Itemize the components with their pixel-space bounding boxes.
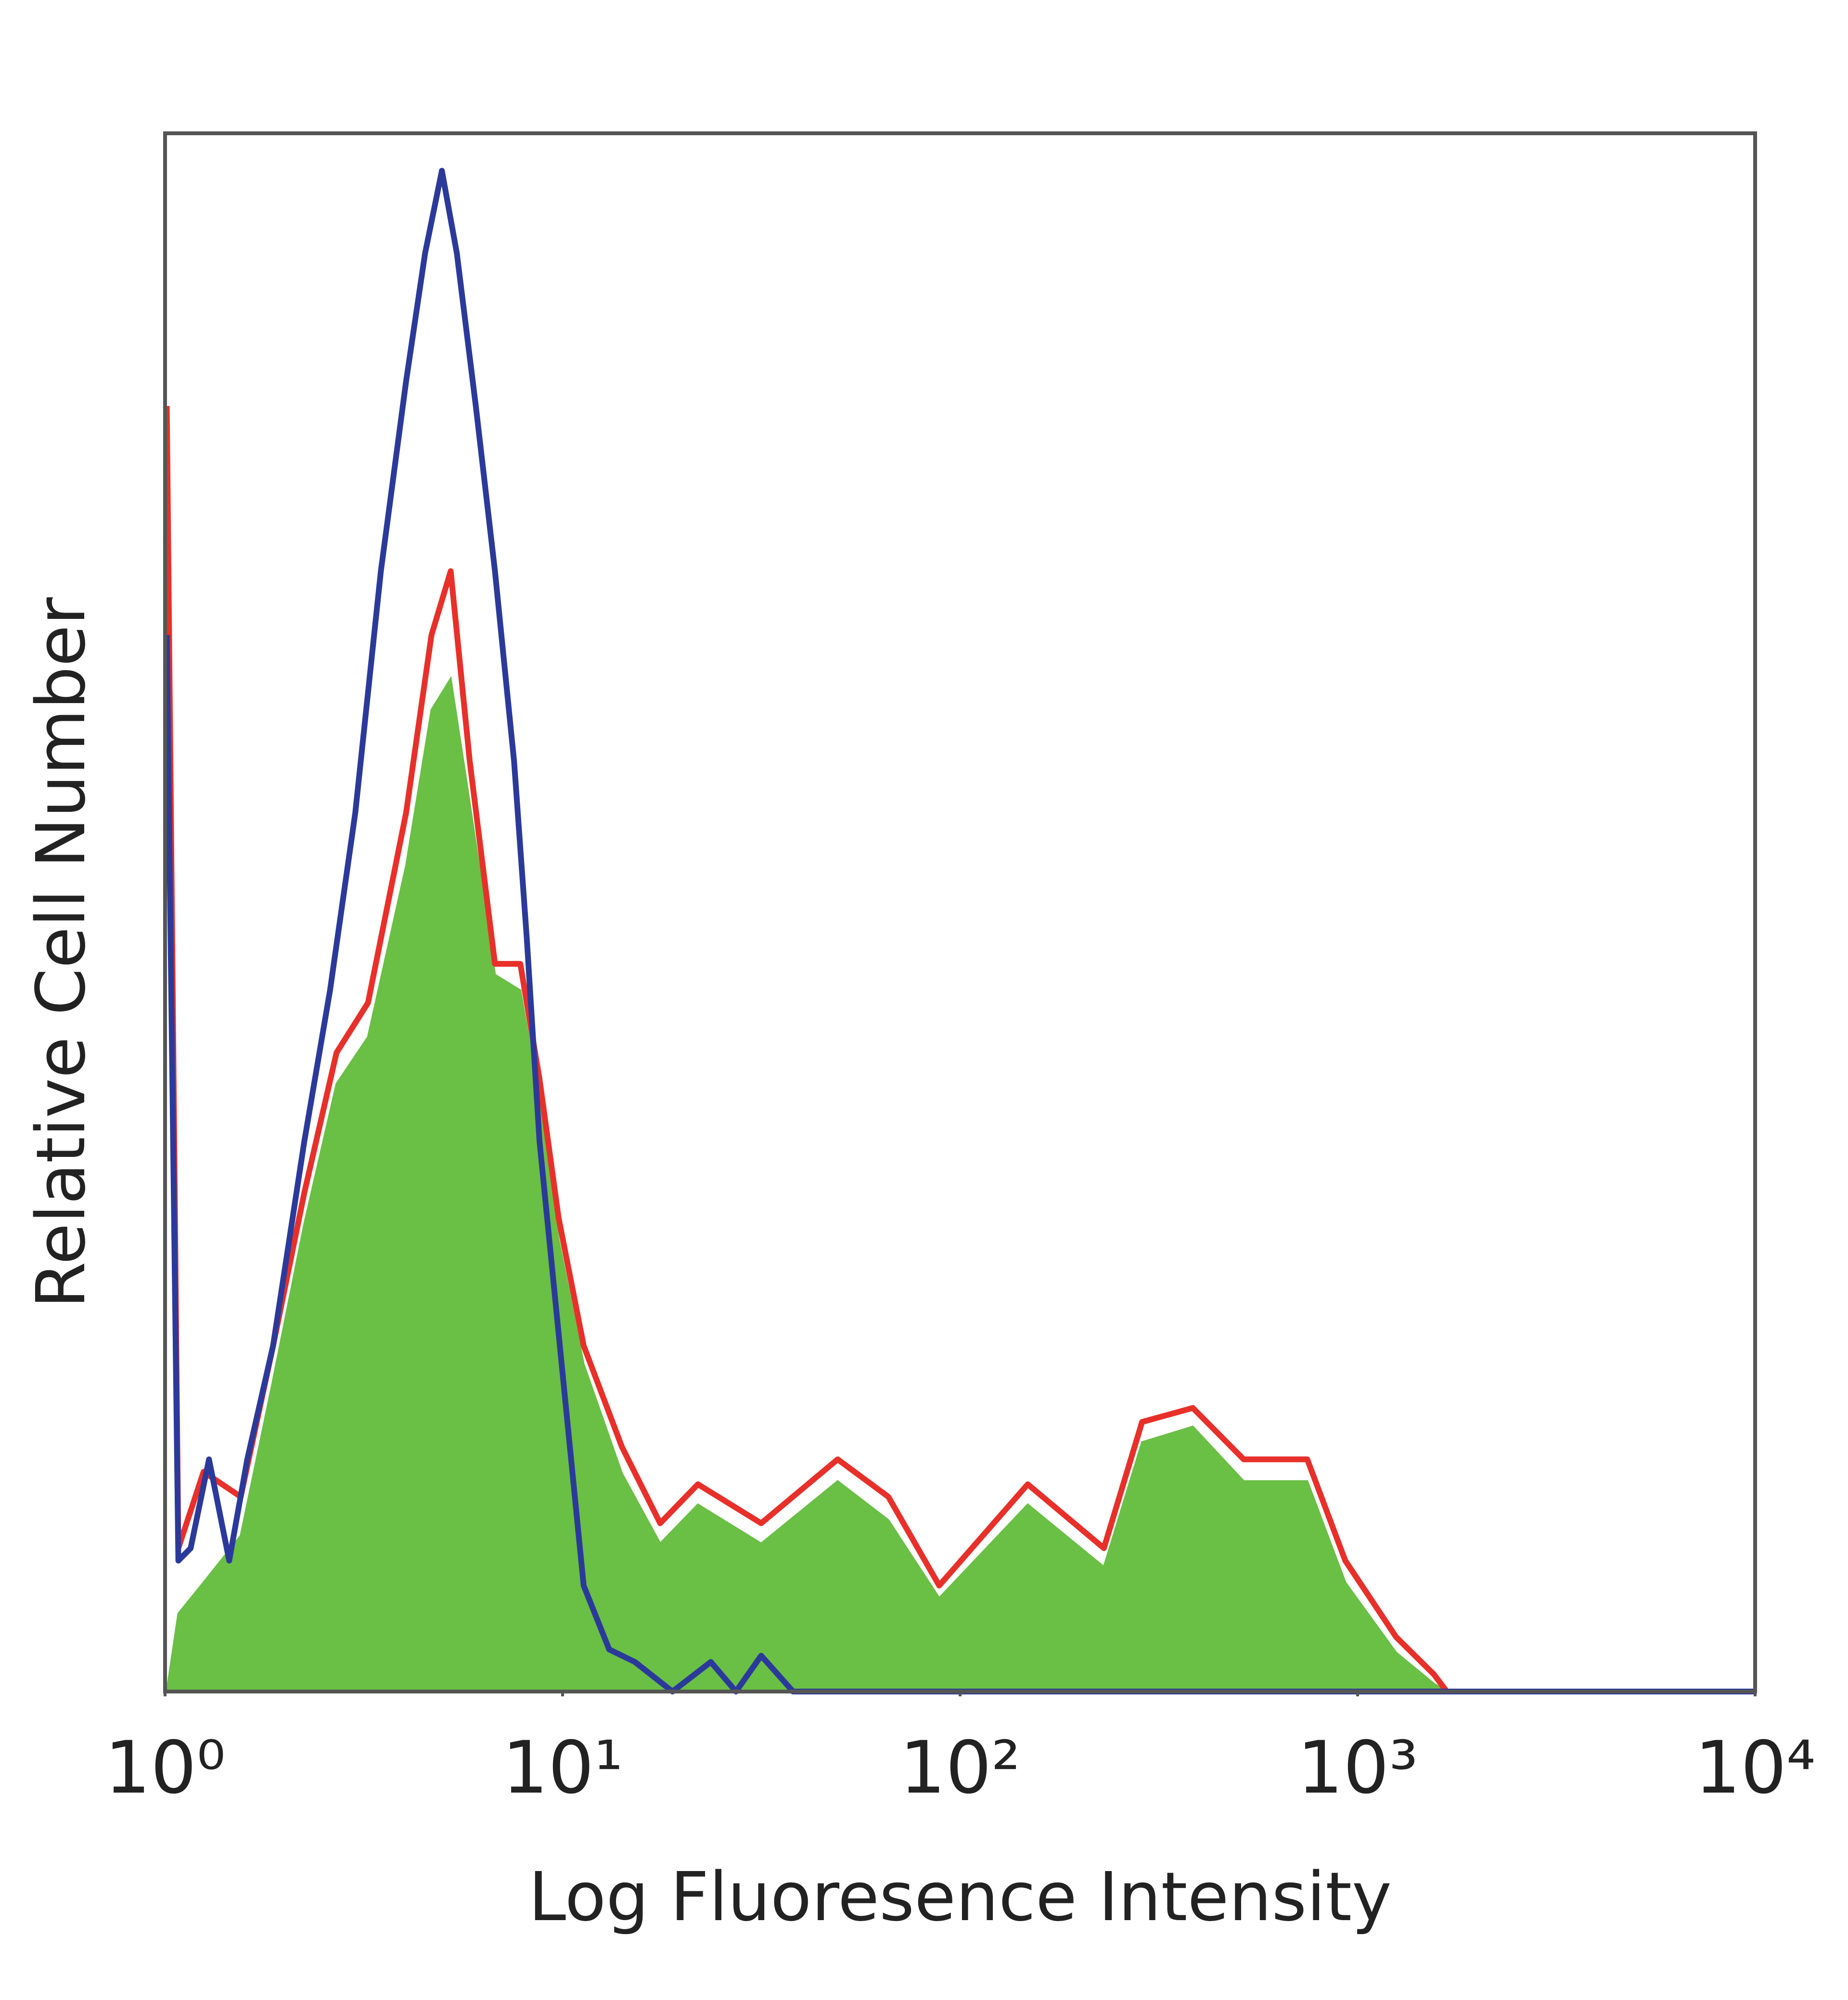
histogram-area xyxy=(166,676,1755,1692)
x-axis-label: Log Fluoresence Intensity xyxy=(528,1858,1392,1936)
x-tick-label: 10⁰ xyxy=(104,1726,225,1810)
x-tick-label: 10² xyxy=(899,1726,1020,1810)
x-tick-label: 10³ xyxy=(1297,1726,1418,1810)
x-tick-label: 10⁴ xyxy=(1694,1726,1815,1810)
histogram-line xyxy=(164,406,1755,1694)
y-axis-label: Relative Cell Number xyxy=(22,597,101,1308)
x-tick-label: 10¹ xyxy=(502,1726,623,1810)
histogram-line xyxy=(164,167,1755,1694)
